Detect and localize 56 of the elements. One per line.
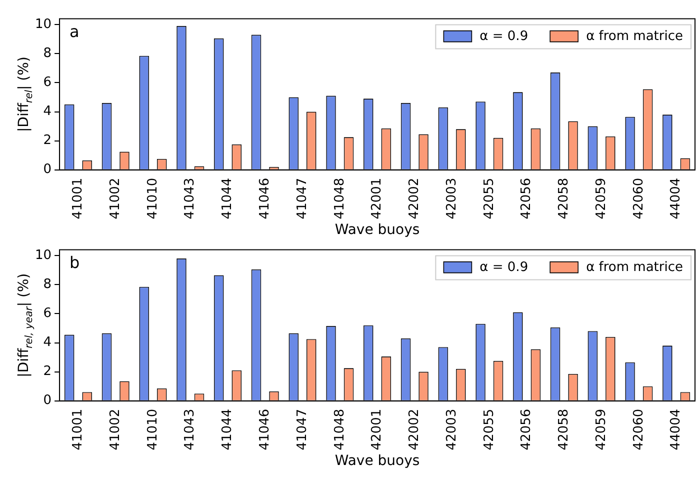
x-tick-label: 42056 [519, 178, 534, 220]
x-tick-label: 42060 [631, 178, 646, 220]
x-tick-label: 44004 [668, 408, 684, 450]
x-tick-label: 41046 [258, 408, 273, 450]
x-tick-label: 42058 [556, 408, 572, 450]
legend-label: α = 0.9 [480, 260, 528, 276]
x-tick-label: 42055 [482, 178, 497, 220]
x-tick-label: 42059 [594, 178, 609, 220]
y-tick-label: 10 [34, 248, 52, 263]
x-tick-label: 42002 [407, 178, 422, 220]
y-tick-label: 2 [43, 133, 52, 148]
annotation: b [70, 252, 80, 272]
x-tick-label: 41002 [108, 178, 123, 220]
x-tick-label: 44004 [668, 178, 684, 220]
y-tick-label: 8 [43, 277, 52, 292]
y-tick-label: 6 [43, 306, 52, 322]
x-tick-label: 41048 [332, 178, 348, 220]
x-tick-label: 42001 [370, 408, 385, 450]
x-tick-label: 41010 [145, 408, 160, 450]
y-tick-label: 10 [34, 16, 52, 32]
x-tick-label: 41002 [108, 408, 123, 450]
x-tick-label: 41044 [220, 178, 236, 220]
y-tick-label: 4 [43, 335, 52, 350]
x-tick-label: 41047 [294, 178, 310, 220]
x-tick-label: 42001 [370, 178, 385, 220]
x-tick-label: 41043 [182, 178, 198, 220]
legend-label: α = 0.9 [480, 29, 528, 44]
y-axis-title: |Diffrel| (%) [16, 56, 36, 132]
x-tick-label: 41001 [70, 178, 86, 220]
x-tick-label: 42059 [594, 408, 609, 450]
x-tick-label: 42003 [444, 408, 460, 450]
x-tick-label: 42002 [407, 408, 422, 450]
legend-label: α from matrice [586, 260, 684, 276]
y-axis-title: |Diffrel, year| (%) [16, 273, 36, 378]
x-tick-label: 41047 [294, 408, 310, 450]
x-tick-label: 41010 [145, 178, 160, 220]
y-tick-label: 0 [43, 162, 52, 178]
x-tick-label: 42058 [556, 178, 572, 220]
x-axis-title: Wave buoys [334, 222, 420, 238]
x-tick-label: 41043 [182, 408, 198, 450]
x-tick-label: 42055 [482, 408, 497, 450]
y-tick-label: 4 [43, 104, 52, 120]
x-tick-label: 42060 [631, 408, 646, 450]
y-tick-label: 6 [43, 75, 52, 90]
y-tick-label: 2 [43, 364, 52, 380]
x-tick-label: 42056 [519, 408, 534, 450]
x-tick-label: 41046 [258, 178, 273, 220]
x-tick-label: 42003 [444, 178, 460, 220]
y-tick-label: 8 [43, 46, 52, 62]
legend-label: α from matrice [586, 29, 684, 44]
y-tick-label: 0 [43, 393, 52, 408]
x-tick-label: 41048 [332, 408, 348, 450]
x-tick-label: 41044 [220, 408, 236, 450]
annotation: a [70, 22, 80, 41]
x-axis-title: Wave buoys [334, 453, 420, 470]
x-tick-label: 41001 [70, 408, 86, 450]
